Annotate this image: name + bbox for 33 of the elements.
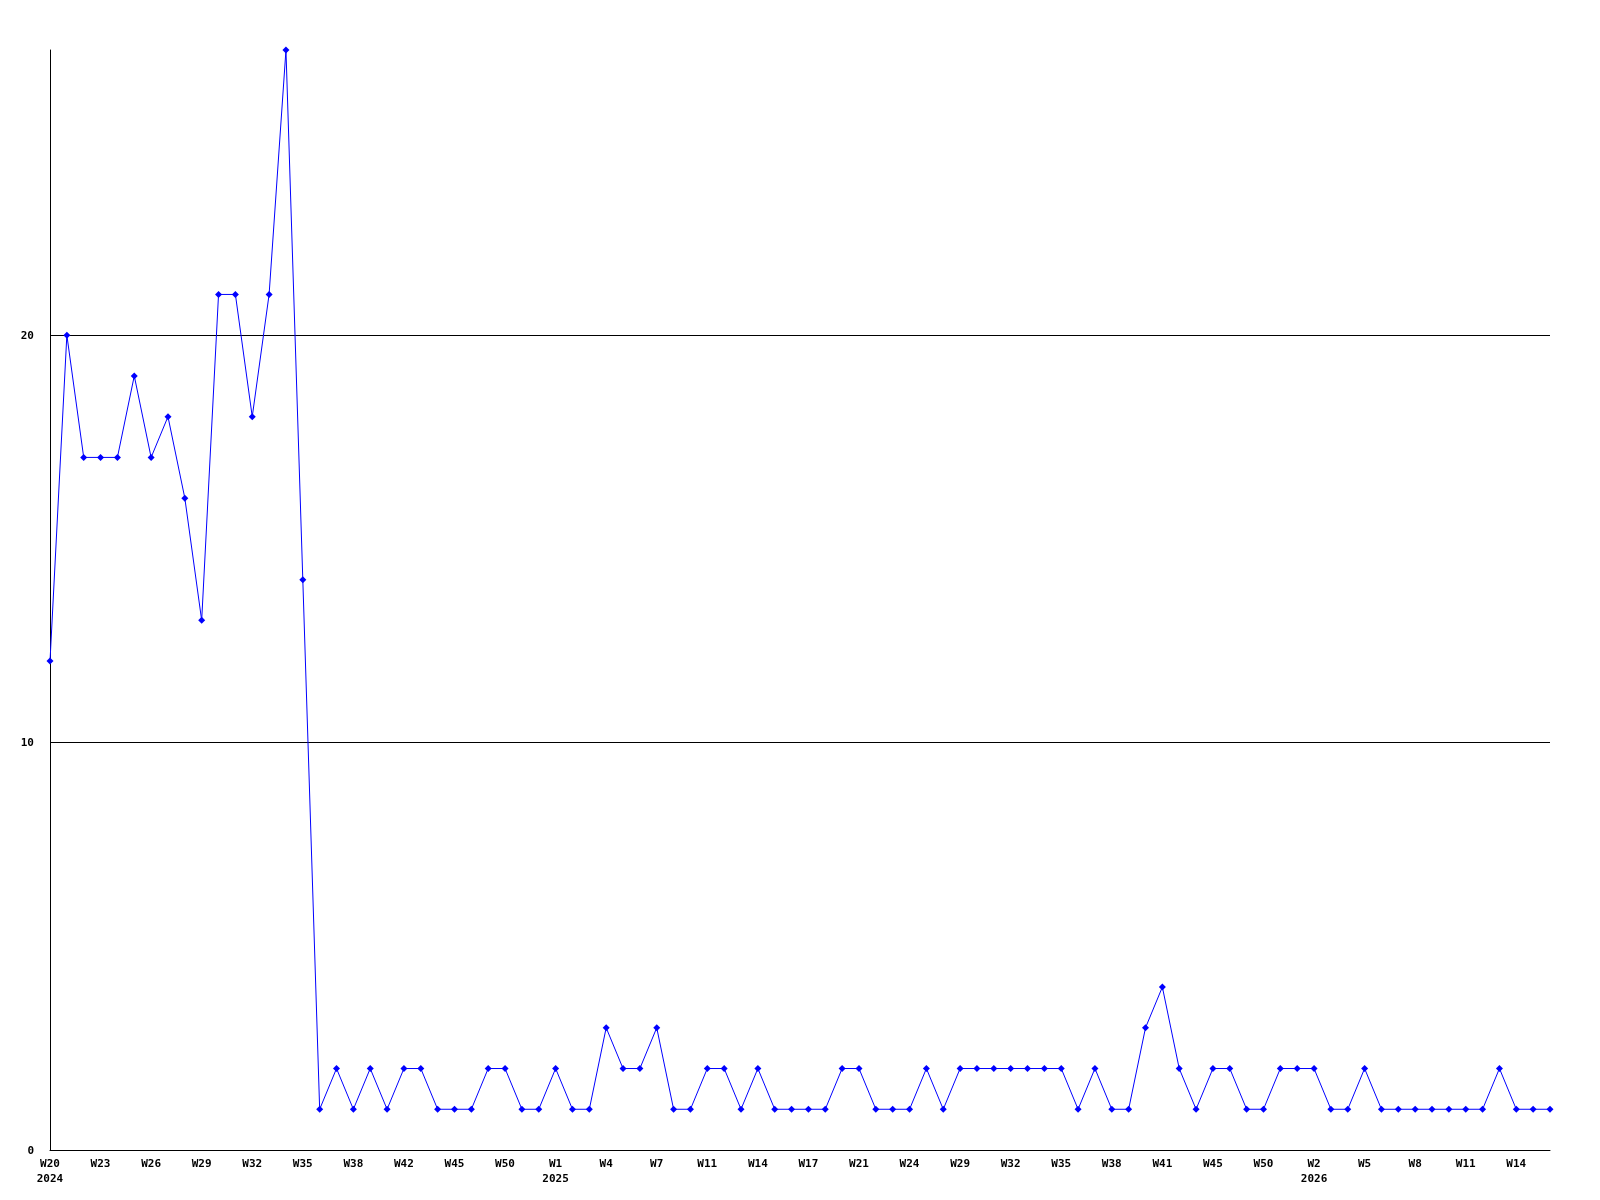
x-tick-label: W17 <box>798 1157 819 1170</box>
x-tick-label: W50 <box>495 1157 515 1170</box>
x-tick-label: W38 <box>1101 1157 1122 1170</box>
x-tick-label: W2 2026 <box>1300 1157 1328 1185</box>
x-tick-label: W21 <box>849 1157 870 1170</box>
y-tick-label: 10 <box>20 736 34 750</box>
x-tick-label: W35 <box>292 1157 313 1170</box>
x-tick-label: W11 <box>697 1157 718 1170</box>
x-tick-label: W32 <box>242 1157 263 1170</box>
x-tick-label: W14 <box>1506 1157 1527 1170</box>
x-tick-label: W42 <box>394 1157 414 1170</box>
x-tick-label: W45 <box>444 1157 465 1170</box>
x-tick-label: W1 2025 <box>542 1157 569 1185</box>
x-tick-label: W11 <box>1455 1157 1477 1170</box>
x-tick-label: W50 <box>1253 1157 1274 1170</box>
x-tick-label: W23 <box>90 1157 111 1170</box>
x-tick-label: W38 <box>343 1157 364 1170</box>
x-tick-label: W20 2024 <box>36 1157 64 1185</box>
x-tick-label: W45 <box>1202 1157 1223 1170</box>
x-tick-label: W5 <box>1357 1157 1372 1170</box>
x-tick-label: W26 <box>141 1157 162 1170</box>
x-tick-label: W41 <box>1152 1157 1173 1170</box>
x-tick-label: W14 <box>747 1157 769 1170</box>
x-tick-label: W29 <box>191 1157 212 1170</box>
x-tick-label: W8 <box>1408 1157 1422 1170</box>
x-tick-label: W24 <box>899 1157 920 1170</box>
x-tick-label: W7 <box>650 1157 664 1170</box>
x-tick-label: W32 <box>1000 1157 1021 1170</box>
y-tick-label: 20 <box>20 328 34 342</box>
x-tick-label: W35 <box>1051 1157 1072 1170</box>
x-tick-label: W4 <box>599 1157 614 1170</box>
y-tick-label: 0 <box>27 1143 34 1157</box>
x-tick-label: W29 <box>950 1157 971 1170</box>
